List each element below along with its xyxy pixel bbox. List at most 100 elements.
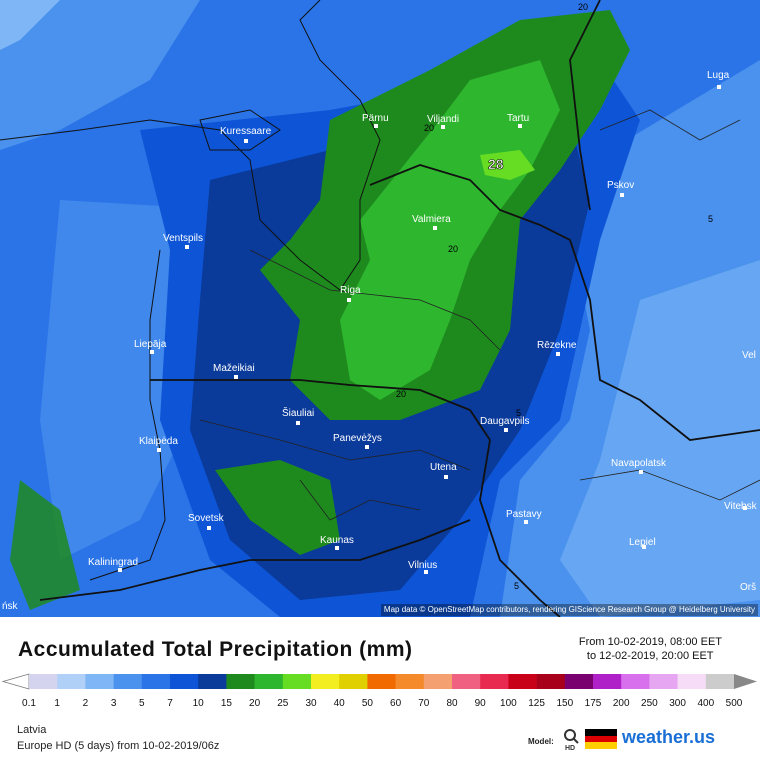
flag-stripe [585,735,617,743]
scale-swatch [311,674,340,689]
scale-swatch [677,674,707,689]
scale-tick-label: 175 [585,698,602,709]
scale-tick-label: 80 [446,698,458,709]
national-borders [39,0,760,617]
precip-20-25-region [340,60,560,400]
scale-swatch [452,674,481,689]
scale-tick-label: 500 [726,698,743,709]
scale-swatch [536,674,566,689]
edge-label-east: Vel [742,350,756,361]
map-canvas: Pärnu Viljandi Tartu Luga Kuressaare Psk… [0,0,760,617]
edge-label-southeast: Orš [740,582,756,593]
scale-tick-label: 300 [669,698,686,709]
region-label: Latvia [17,724,47,736]
scale-swatch [282,674,312,689]
city-label-pskov: Pskov [607,180,634,191]
scale-tick-label: 3 [111,698,117,709]
scale-swatch [705,674,735,689]
city-label-daugavpils: Daugavpils [480,416,529,427]
precip-nw-light [0,0,60,50]
scale-tick-label: 400 [697,698,714,709]
scale-swatch [29,674,58,689]
city-label-luga: Luga [707,70,730,81]
scale-tick-label: 200 [613,698,630,709]
city-label-mazeikiai: Mažeikiai [213,363,255,374]
edge-label-southwest: ńsk [2,601,19,612]
scale-tick-label: 0.1 [22,698,36,709]
city-label-kaunas: Kaunas [320,535,354,546]
admin-borders [199,109,760,521]
precip-25-30-region [480,150,535,180]
flag-stripe [585,742,617,749]
contour-label: 20 [424,123,434,133]
coastline [0,0,381,291]
scale-tick-label: 5 [139,698,145,709]
precip-15-20-coast [10,480,80,610]
scale-tick-label: 10 [193,698,205,709]
city-label-tartu: Tartu [507,113,529,124]
city-label-lepiel: Lepiel [629,537,656,548]
scale-arrow-right [734,674,757,689]
city-label-kaliningrad: Kaliningrad [88,557,138,568]
city-label-viljandi: Viljandi [427,114,459,125]
max-value-label: 28 [488,156,504,172]
scale-swatch [480,674,509,689]
city-label-klaipeda: Klaipėda [139,436,178,447]
flag-stripe [585,729,617,736]
scale-tick-label: 7 [167,698,173,709]
scale-tick-label: 15 [221,698,233,709]
scale-swatch [254,674,284,689]
city-label-vilnius: Vilnius [408,560,437,571]
scale-tick-label: 1 [54,698,60,709]
model-hd-icon: HD [564,729,579,751]
city-label-riga: Riga [340,285,361,296]
precipitation-map: Pärnu Viljandi Tartu Luga Kuressaare Psk… [0,0,760,617]
scale-tick-label: 90 [475,698,487,709]
color-scale: 0.1 1 2 3 5 7 10 15 20 25 30 40 50 60 70 80 90 100 125 150 1… [1,673,757,709]
scale-swatch [113,674,143,689]
contour-label: 20 [578,2,588,12]
scale-tick-label: 125 [528,698,545,709]
city-label-utena: Utena [430,462,457,473]
scale-tick-label: 20 [249,698,261,709]
city-label-panevezys: Panevėžys [333,433,382,444]
city-label-vitebsk: Vitebsk [724,501,758,512]
contour-label: 5 [516,408,521,418]
city-label-sovetsk: Sovetsk [188,513,225,524]
period-to: to 12-02-2019, 20:00 EET [586,650,714,662]
precip-nw-region [0,0,200,150]
scale-tick-label: 40 [334,698,346,709]
contour-label: 5 [514,581,519,591]
scale-swatch [621,674,650,689]
model-label: Model: [528,737,554,746]
scale-swatch [593,674,622,689]
city-label-liepaja: Liepāja [134,339,167,350]
scale-tick-label: 100 [500,698,517,709]
precip-2-3-region [560,260,760,617]
city-label-siauliai: Šiauliai [282,406,314,419]
scale-swatch [395,674,425,689]
model-run-info: Europe HD (5 days) from 10-02-2019/06z [17,740,220,752]
scale-tick-label: 250 [641,698,658,709]
contour-label: 20 [396,389,406,399]
scale-swatch [85,674,114,689]
scale-swatch [508,674,537,689]
scale-tick-label: 70 [418,698,430,709]
scale-swatch [141,674,171,689]
scale-tick-label: 25 [277,698,289,709]
scale-swatch [57,674,86,689]
scale-swatch [649,674,678,689]
scale-tick-label: 150 [556,698,573,709]
city-label-navapolatsk: Navapolatsk [611,458,667,469]
scale-tick-label: 2 [83,698,89,709]
saaremaa-island [199,109,281,151]
period-from: From 10-02-2019, 08:00 EET [578,636,722,648]
scale-tick-label: 50 [362,698,374,709]
scale-swatch [564,674,594,689]
legend-title: Accumulated Total Precipitation (mm) [18,638,413,661]
contour-label: 5 [708,214,713,224]
city-label-ventspils: Ventspils [163,233,203,244]
brand-logo: weather.us [622,727,716,747]
time-period: From 10-02-2019, 08:00 EET to 12-02-2019… [579,635,722,663]
scale-swatch [226,674,255,689]
